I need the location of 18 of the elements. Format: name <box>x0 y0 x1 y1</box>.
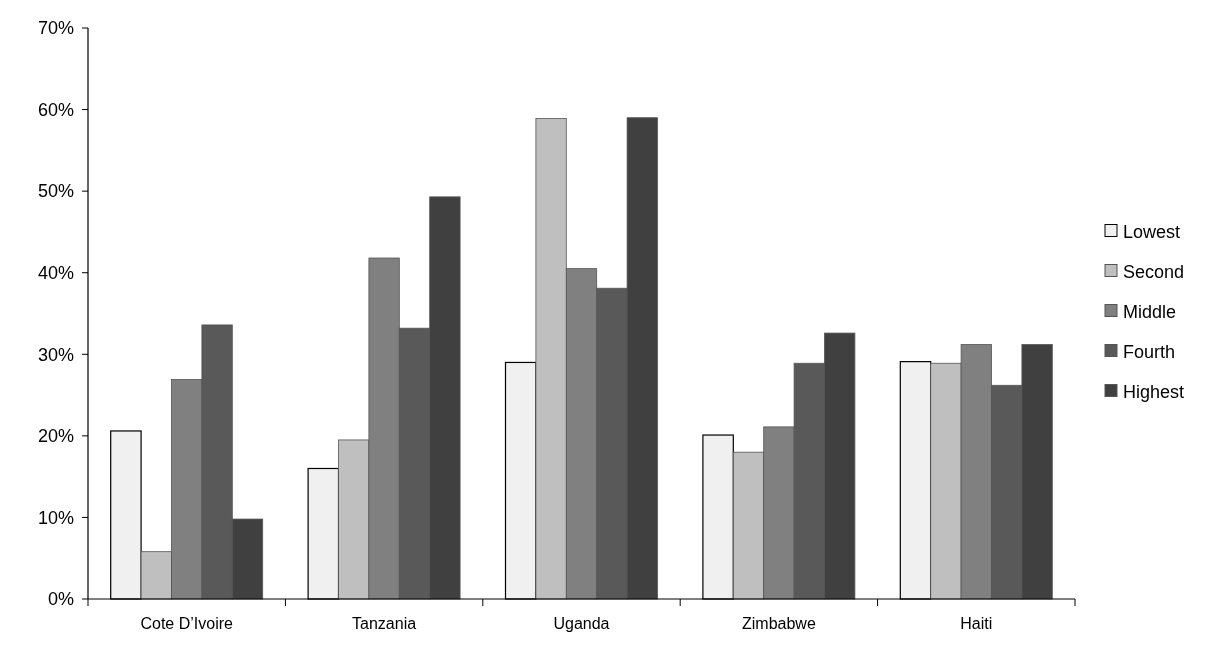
y-tick-label: 20% <box>37 426 74 447</box>
x-tick-label: Haiti <box>960 615 993 632</box>
x-tick-label: Tanzania <box>352 615 417 632</box>
legend-label: Highest <box>1123 381 1185 402</box>
y-tick-label: 50% <box>37 181 74 202</box>
x-tick-label: Zimbabwe <box>741 615 816 632</box>
y-tick-label: 30% <box>37 344 74 365</box>
y-tick-label: 0% <box>47 589 74 610</box>
legend-label: Fourth <box>1123 341 1176 362</box>
y-tick-label: 70% <box>37 18 74 39</box>
legend-label: Middle <box>1123 301 1177 322</box>
y-tick-label: 60% <box>37 99 74 120</box>
legend-label: Lowest <box>1123 221 1181 242</box>
y-tick-label: 40% <box>37 263 74 284</box>
legend-label: Second <box>1123 261 1185 282</box>
x-tick-label: Uganda <box>553 615 610 632</box>
y-tick-label: 10% <box>37 507 74 528</box>
x-tick-label: Cote D’Ivoire <box>140 615 234 632</box>
